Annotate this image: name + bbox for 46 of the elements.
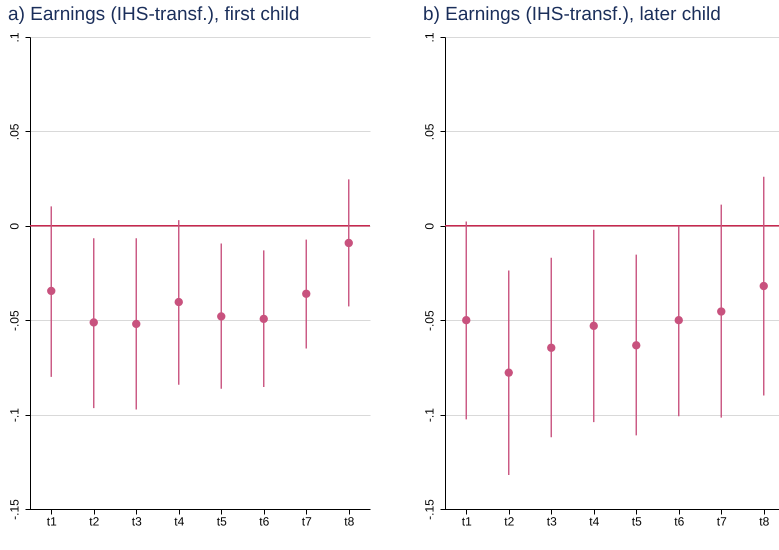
x-tick-label: t1: [46, 514, 58, 528]
point: [674, 316, 683, 324]
point: [302, 290, 310, 298]
y-tick-label: .1: [422, 32, 436, 43]
x-tick-label: t7: [716, 514, 728, 528]
x-tick-label: t7: [302, 514, 312, 528]
x-tick-label: t6: [259, 514, 270, 528]
point: [760, 282, 768, 290]
x-tick-label: t3: [546, 514, 558, 528]
x-tick-label: t2: [89, 514, 100, 528]
x-tick-label: t4: [589, 514, 600, 528]
point: [174, 298, 183, 306]
x-tick-label: t1: [462, 514, 472, 528]
y-tick-label: -.05: [8, 310, 22, 332]
y-tick-label: -.1: [422, 408, 436, 422]
y-tick-label: -.15: [8, 498, 22, 520]
x-tick-label: t5: [632, 514, 642, 528]
x-tick-label: t6: [674, 514, 685, 528]
point: [132, 320, 140, 328]
y-tick-label: -.1: [8, 408, 22, 422]
point: [632, 341, 640, 350]
x-tick-label: t3: [132, 514, 142, 528]
point: [47, 286, 56, 296]
point: [90, 318, 98, 327]
chart-title: b) Earnings (IHS-transf.), later child: [423, 4, 721, 25]
y-tick-label: 0: [8, 222, 22, 230]
chart-title: a) Earnings (IHS-transf.), first child: [8, 4, 300, 25]
point: [504, 368, 513, 377]
y-tick-label: -.05: [422, 310, 436, 332]
point: [344, 238, 353, 248]
y-tick-label: -.15: [422, 498, 436, 520]
point: [717, 307, 726, 316]
x-tick-label: t2: [504, 514, 515, 528]
y-tick-label: .1: [8, 32, 22, 43]
x-tick-label: t5: [216, 514, 228, 528]
y-tick-label: .05: [422, 123, 436, 140]
point: [590, 322, 598, 330]
y-tick-label: .05: [8, 123, 22, 140]
x-tick-label: t4: [174, 514, 185, 528]
x-tick-label: t8: [344, 514, 355, 528]
point: [462, 316, 470, 324]
point: [217, 312, 226, 321]
x-tick-label: t8: [759, 514, 770, 528]
point: [547, 344, 556, 352]
point: [260, 314, 268, 324]
y-tick-label: 0: [422, 222, 436, 230]
